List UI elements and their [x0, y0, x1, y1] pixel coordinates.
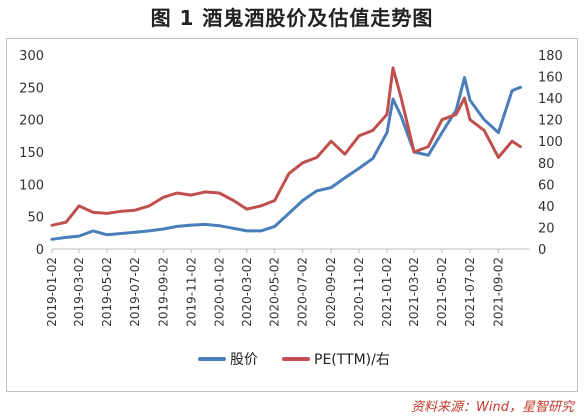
y-right-tick-label: 160 [538, 71, 563, 86]
y-right-tick-label: 140 [538, 92, 563, 107]
y-left-tick-label: 150 [19, 146, 44, 161]
y-left-tick-label: 250 [19, 81, 44, 96]
x-tick-label: 2020-09-02 [324, 257, 338, 327]
x-tick-label: 2021-01-02 [380, 257, 394, 327]
legend-label-2: PE(TTM)/右 [314, 352, 390, 368]
chart-legend: 股价 PE(TTM)/右 [198, 352, 390, 368]
series-line-2 [50, 66, 522, 227]
chart-title: 图 1 酒鬼酒股价及估值走势图 [150, 6, 434, 30]
y-left-tick-label: 300 [19, 49, 44, 64]
x-tick-label: 2019-01-02 [45, 257, 59, 327]
x-tick-label: 2021-03-02 [407, 257, 421, 327]
x-tick-label: 2020-05-02 [268, 257, 282, 327]
y-right-tick-label: 80 [538, 157, 555, 172]
y-right-tick-label: 120 [538, 114, 563, 129]
x-tick-label: 2021-07-02 [463, 257, 477, 327]
y-right-tick-label: 40 [538, 200, 555, 215]
x-tick-label: 2020-11-02 [352, 257, 366, 327]
x-tick-label: 2021-09-02 [491, 257, 505, 327]
x-tick-label: 2019-05-02 [100, 257, 114, 327]
x-tick-label: 2019-09-02 [156, 257, 170, 327]
series-line-1 [50, 76, 522, 241]
x-tick-label: 2019-07-02 [128, 257, 142, 327]
x-tick-label: 2020-03-02 [240, 257, 254, 327]
x-tick-label: 2021-05-02 [435, 257, 449, 327]
x-tick-label: 2019-11-02 [184, 257, 198, 327]
y-right-tick-label: 0 [538, 243, 546, 258]
x-tick-label: 2020-01-02 [212, 257, 226, 327]
x-tick-label: 2019-03-02 [72, 257, 86, 327]
y-right-tick-label: 60 [538, 178, 555, 193]
y-right-tick-label: 100 [538, 135, 563, 150]
y-left-tick-label: 50 [27, 211, 44, 226]
chart-frame [6, 38, 578, 392]
x-tick-label: 2020-07-02 [296, 257, 310, 327]
y-left-tick-label: 0 [36, 243, 44, 258]
chart-series [50, 66, 522, 241]
y-right-tick-label: 180 [538, 49, 563, 64]
source-note: 资料来源：Wind，星智研究 [411, 400, 574, 415]
y-right-tick-label: 20 [538, 221, 555, 236]
y-left-tick-label: 100 [19, 178, 44, 193]
y-left-tick-label: 200 [19, 114, 44, 129]
legend-label-1: 股价 [230, 352, 258, 368]
chart-axes: 0 50 100 150 200 250 300 0 20 40 60 80 100 120 140 160 1… [19, 49, 563, 327]
